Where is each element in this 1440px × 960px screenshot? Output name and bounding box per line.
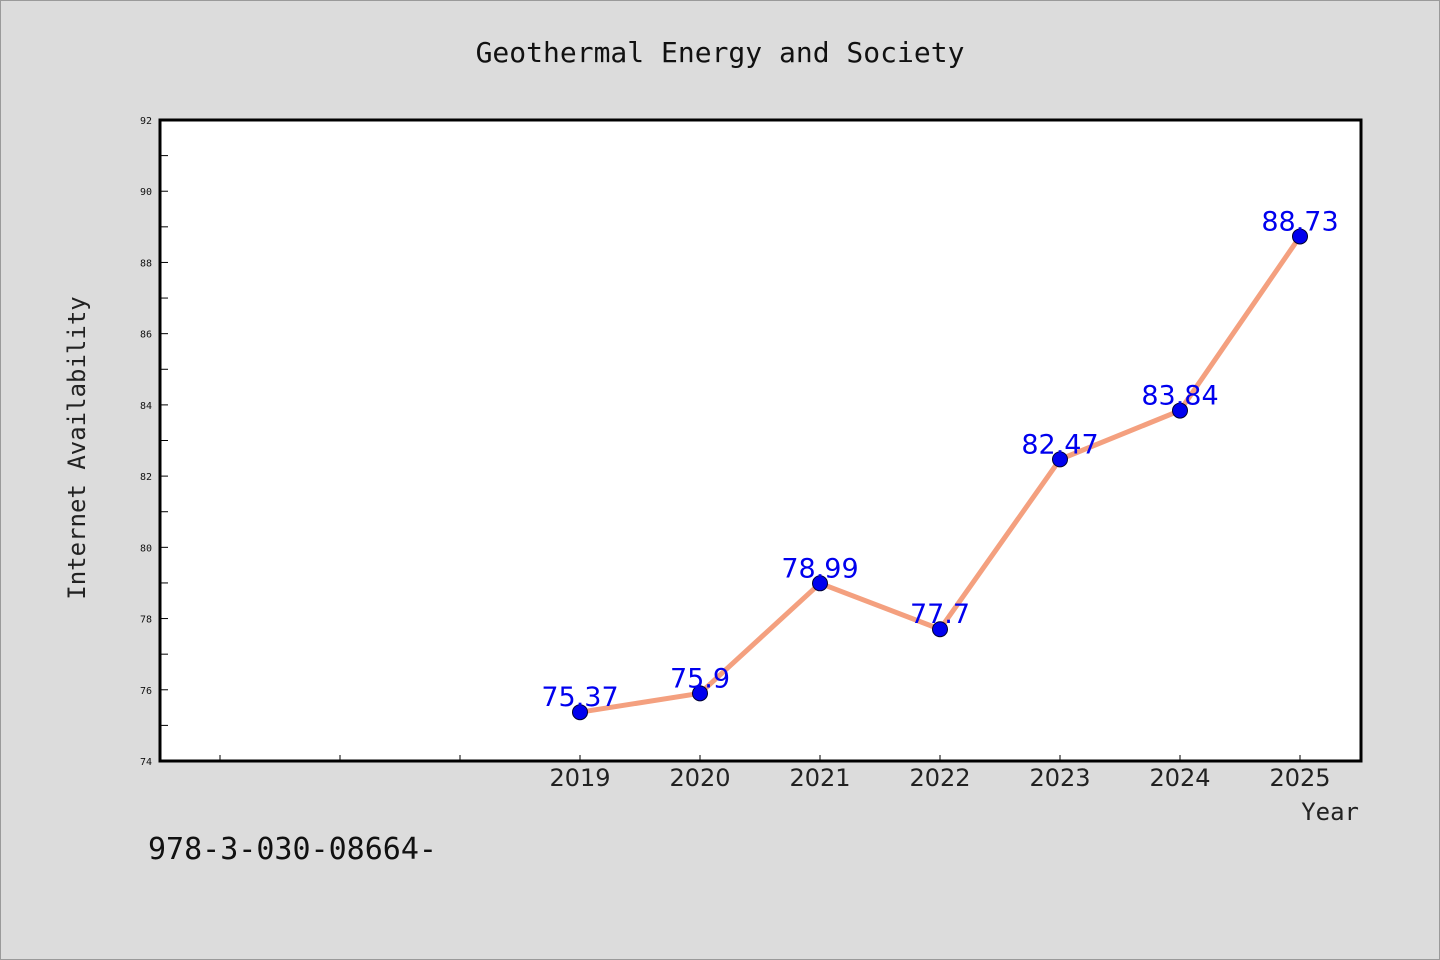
- x-tick-label: 2025: [1269, 764, 1330, 792]
- data-point-marker: [1052, 451, 1068, 468]
- y-tick-label: 90: [140, 187, 152, 198]
- x-tick-label: 2024: [1149, 764, 1210, 792]
- x-tick-label: 2023: [1029, 764, 1090, 792]
- y-tick-label: 82: [140, 472, 152, 483]
- footer-text: 978-3-030-08664-: [148, 832, 437, 867]
- data-point-label: 77.7: [910, 599, 970, 630]
- x-axis-label: Year: [1301, 798, 1359, 826]
- data-point-marker: [1172, 402, 1188, 419]
- data-point-label: 75.37: [541, 682, 618, 713]
- series-layer: [572, 228, 1308, 721]
- data-point-label: 88.73: [1261, 206, 1338, 237]
- y-tick-label: 80: [140, 543, 152, 554]
- y-tick-label: 84: [140, 401, 152, 412]
- y-tick-label: 92: [140, 116, 152, 127]
- y-axis-label: Internet Availability: [63, 296, 91, 599]
- y-tick-label: 76: [140, 686, 152, 697]
- data-point-label: 78.99: [781, 553, 858, 584]
- y-tick-label: 88: [140, 258, 152, 269]
- plot-area: [158, 118, 1363, 763]
- x-tick-label: 2021: [789, 764, 850, 792]
- chart-title: Geothermal Energy and Society: [476, 36, 965, 69]
- data-point-label: 83.84: [1141, 381, 1218, 412]
- data-point-marker: [932, 621, 948, 638]
- x-tick-label: 2019: [549, 764, 610, 792]
- y-axis: 74 76 78 80 82 84 86 88 90 92: [140, 116, 168, 768]
- x-axis: 2019 2020 2021 2022 2023 2024 2025: [219, 755, 1331, 792]
- data-point-label: 75.9: [670, 663, 730, 694]
- x-tick-label: 2022: [909, 764, 970, 792]
- data-point-marker: [812, 575, 828, 592]
- y-tick-label: 74: [140, 757, 152, 768]
- data-point-marker: [1292, 228, 1308, 245]
- data-point-marker: [572, 704, 588, 721]
- data-point-marker: [692, 685, 708, 702]
- y-tick-label: 86: [140, 330, 152, 341]
- data-point-label: 82.47: [1021, 429, 1098, 460]
- y-tick-label: 78: [140, 615, 152, 626]
- point-label-layer: 75.37 75.9 78.99 77.7 82.47 83.84 88.73: [541, 206, 1338, 713]
- x-tick-label: 2020: [669, 764, 730, 792]
